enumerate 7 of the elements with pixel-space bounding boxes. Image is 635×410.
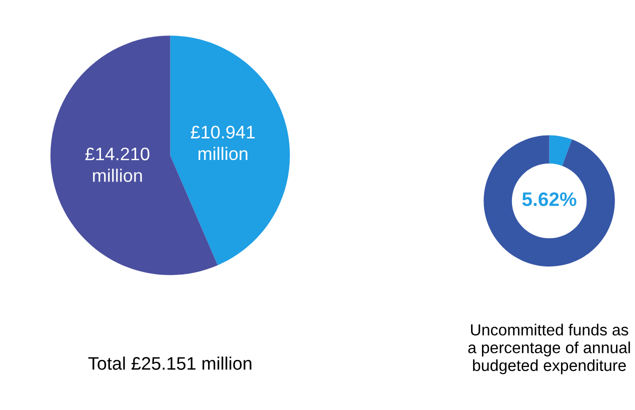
text: Uncommitted funds as a percentage of annual budgeted expenditure <box>468 324 630 374</box>
text: 5.62% <box>522 192 576 206</box>
data-label: £10.941 <box>190 126 255 139</box>
data-label: £14.210 <box>85 148 150 160</box>
text: million <box>198 146 248 160</box>
text: Total £25.151 million <box>88 356 252 370</box>
text: million <box>93 168 142 182</box>
